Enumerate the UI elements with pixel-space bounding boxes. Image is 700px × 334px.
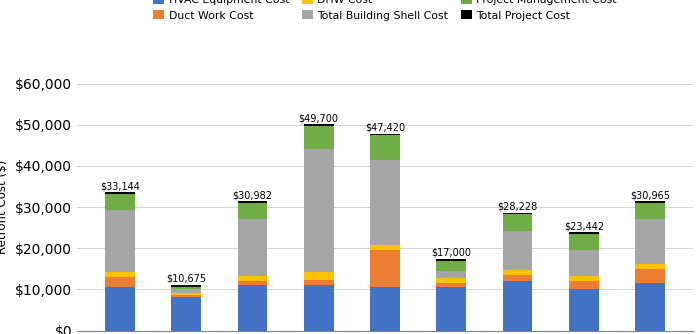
Bar: [105, 194, 135, 210]
Bar: [237, 285, 267, 331]
Bar: [105, 192, 135, 194]
Bar: [503, 231, 533, 270]
Text: $30,965: $30,965: [630, 190, 670, 200]
Bar: [172, 287, 201, 289]
Bar: [105, 287, 135, 331]
Bar: [635, 203, 665, 219]
Text: $47,420: $47,420: [365, 123, 405, 133]
Legend: HVAC Equipment Cost, Duct Work Cost, DHW Cost, Total Building Shell Cost, Projec: HVAC Equipment Cost, Duct Work Cost, DHW…: [153, 0, 617, 21]
Bar: [436, 283, 466, 287]
Bar: [304, 124, 334, 126]
Bar: [503, 214, 533, 231]
Bar: [635, 264, 665, 269]
Bar: [436, 259, 466, 261]
Bar: [436, 278, 466, 283]
Bar: [237, 201, 267, 203]
Bar: [172, 289, 201, 293]
Bar: [304, 285, 334, 331]
Bar: [569, 249, 598, 276]
Bar: [105, 210, 135, 272]
Bar: [370, 249, 400, 287]
Bar: [569, 234, 598, 249]
Bar: [503, 270, 533, 275]
Bar: [635, 201, 665, 203]
Bar: [304, 281, 334, 285]
Bar: [569, 281, 598, 290]
Bar: [635, 283, 665, 331]
Text: $30,982: $30,982: [232, 190, 272, 200]
Bar: [569, 232, 598, 234]
Bar: [370, 134, 400, 135]
Bar: [237, 219, 267, 276]
Y-axis label: Retrofit Cost ($): Retrofit Cost ($): [0, 160, 10, 254]
Bar: [304, 149, 334, 272]
Bar: [105, 277, 135, 287]
Bar: [370, 160, 400, 245]
Bar: [237, 281, 267, 285]
Bar: [237, 276, 267, 281]
Bar: [635, 269, 665, 283]
Bar: [569, 290, 598, 331]
Bar: [370, 135, 400, 160]
Bar: [172, 295, 201, 297]
Bar: [436, 271, 466, 278]
Text: $49,700: $49,700: [299, 113, 339, 123]
Bar: [304, 272, 334, 281]
Bar: [172, 297, 201, 331]
Bar: [436, 261, 466, 271]
Text: $10,675: $10,675: [166, 274, 206, 284]
Bar: [237, 203, 267, 219]
Bar: [436, 287, 466, 331]
Bar: [503, 281, 533, 331]
Text: $23,442: $23,442: [564, 221, 604, 231]
Text: $33,144: $33,144: [100, 181, 140, 191]
Text: $28,228: $28,228: [498, 201, 538, 211]
Bar: [503, 213, 533, 214]
Bar: [172, 285, 201, 287]
Bar: [304, 126, 334, 149]
Bar: [370, 287, 400, 331]
Bar: [172, 293, 201, 295]
Text: $17,000: $17,000: [431, 248, 471, 258]
Bar: [569, 276, 598, 281]
Bar: [105, 272, 135, 277]
Bar: [503, 275, 533, 281]
Bar: [370, 245, 400, 249]
Bar: [635, 219, 665, 264]
